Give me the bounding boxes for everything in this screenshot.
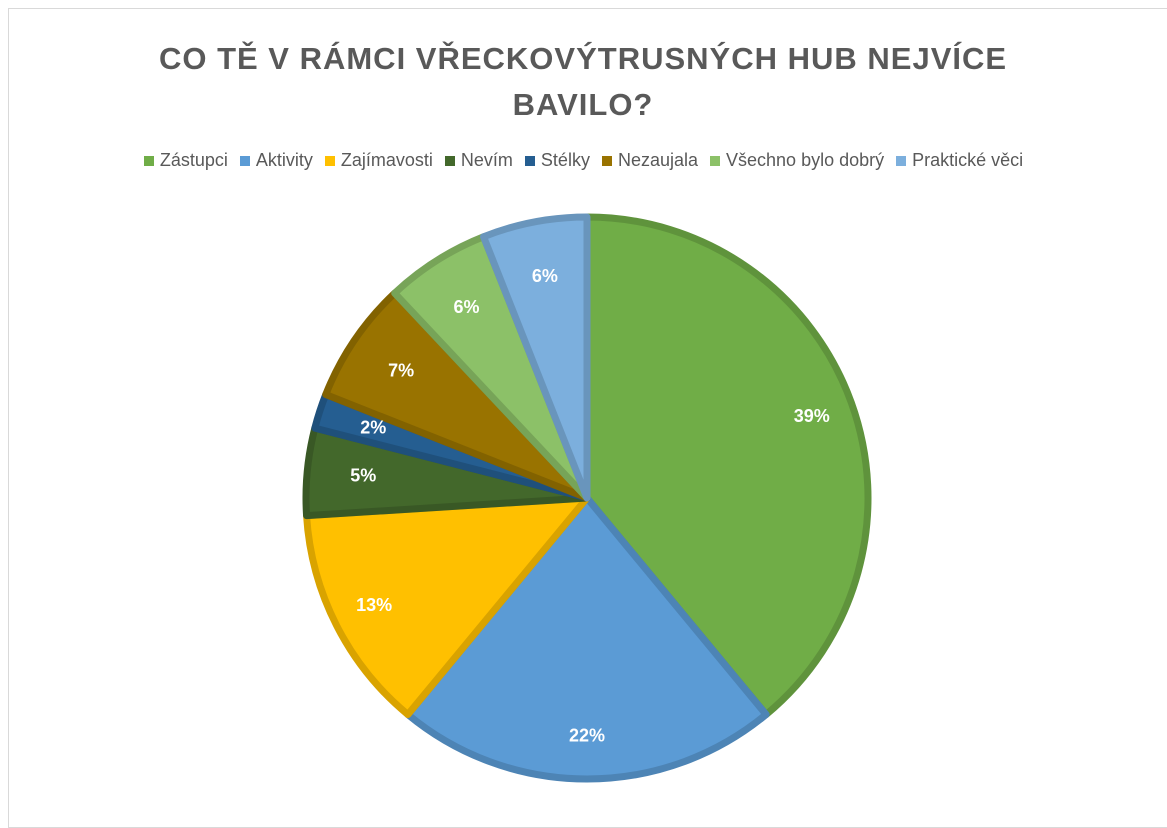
legend-swatch	[324, 155, 335, 166]
legend-swatch	[444, 155, 455, 166]
legend-label: Zástupci	[159, 150, 228, 170]
chart: 39% 22% 13% 5% 2% 7% 6% 6%	[302, 213, 872, 783]
data-label: 5%	[350, 466, 376, 486]
legend-swatch	[524, 155, 535, 166]
pie-slice	[404, 494, 770, 783]
data-label: 6%	[454, 297, 480, 317]
chart-title: CO TĚ V RÁMCI VŘECKOVÝTRUSNÝCH HUB NEJVÍ…	[158, 41, 1008, 122]
legend-item: Praktické věci	[896, 150, 1023, 171]
legend-item: Aktivity	[239, 150, 313, 171]
pie-slice	[480, 213, 591, 502]
legend: Zástupci Aktivity Zajímavosti Nevím Stélky Ne…	[0, 150, 1167, 171]
legend-swatch	[601, 155, 612, 166]
legend-label: Nevím	[460, 150, 513, 170]
legend-item: Všechno bylo dobrý	[710, 150, 884, 171]
data-label: 2%	[360, 417, 386, 437]
legend-swatch	[710, 155, 721, 166]
legend-label: Praktické věci	[912, 150, 1024, 170]
legend-item: Stélky	[524, 150, 590, 171]
data-label: 22%	[569, 726, 605, 746]
legend-label: Zajímavosti	[340, 150, 433, 170]
pie-slice	[303, 494, 591, 719]
pie-slice	[583, 213, 872, 719]
legend-swatch	[143, 155, 154, 166]
legend-swatch	[896, 155, 907, 166]
data-label: 39%	[794, 406, 830, 426]
page: 39% 22% 13% 5% 2% 7% 6% 6% CO TĚ V RÁMCI VŘECKO…	[0, 8, 1167, 828]
legend-item: Zajímavosti	[324, 150, 433, 171]
legend-item: Nezaujala	[601, 150, 699, 171]
legend-label: Nezaujala	[617, 150, 699, 170]
data-label: 7%	[388, 360, 414, 380]
legend-swatch	[239, 155, 250, 166]
data-label: 6%	[532, 266, 558, 286]
legend-item: Zástupci	[143, 150, 228, 171]
legend-label: Stélky	[540, 150, 590, 170]
data-label: 13%	[356, 595, 392, 615]
legend-label: Aktivity	[255, 150, 313, 170]
legend-item: Nevím	[444, 150, 513, 171]
legend-label: Všechno bylo dobrý	[726, 150, 885, 170]
